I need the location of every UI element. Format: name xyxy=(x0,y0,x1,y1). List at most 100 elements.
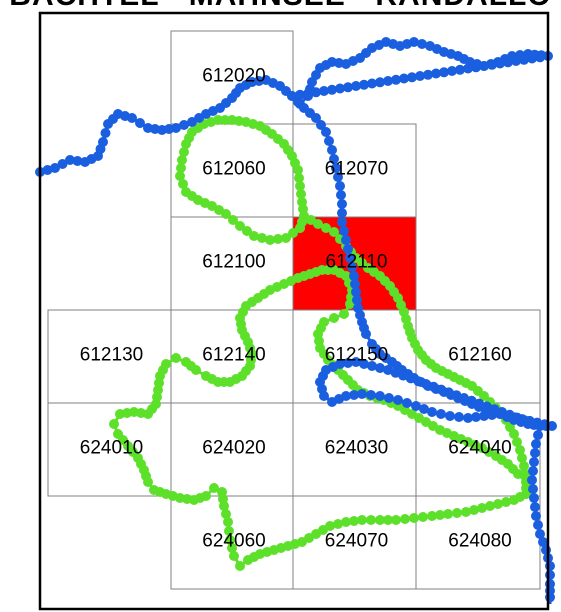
green-track-point xyxy=(235,561,245,571)
tile-label-624040: 624040 xyxy=(448,438,511,459)
tile-label-624030: 624030 xyxy=(325,438,388,459)
green-track-point xyxy=(357,515,367,525)
blue-track-point xyxy=(98,137,108,147)
green-track-point xyxy=(520,469,530,479)
blue-track-point xyxy=(421,379,431,389)
blue-track-point xyxy=(343,82,353,93)
blue-track-point xyxy=(359,79,369,90)
green-track-point xyxy=(223,517,233,527)
green-track-point xyxy=(519,461,529,471)
map-frame xyxy=(38,11,550,611)
blue-track-point xyxy=(337,217,347,227)
blue-track-point xyxy=(399,73,409,84)
tile-label-612150: 612150 xyxy=(325,345,388,366)
blue-track-point xyxy=(327,145,337,155)
blue-track-point xyxy=(443,387,454,398)
blue-track-point xyxy=(390,367,401,378)
blue-track-point xyxy=(333,172,343,182)
tile-label-612060: 612060 xyxy=(202,159,265,180)
blue-track-point xyxy=(481,401,492,412)
blue-track-point xyxy=(545,570,555,580)
blue-track-point xyxy=(311,87,321,98)
blue-track-point xyxy=(375,363,385,373)
green-track-point xyxy=(513,469,523,479)
blue-track-point xyxy=(528,484,538,494)
green-track-point xyxy=(243,555,253,565)
blue-track-point xyxy=(519,54,529,65)
green-track-point xyxy=(418,512,428,522)
blue-track-point xyxy=(303,88,313,99)
green-track-point xyxy=(295,181,305,191)
blue-track-point xyxy=(436,409,446,419)
blue-track-point xyxy=(487,59,497,70)
green-track-point xyxy=(493,499,503,509)
green-track-point xyxy=(113,429,123,439)
blue-track-point xyxy=(474,398,485,409)
tile-label-612140: 612140 xyxy=(202,345,265,366)
blue-track-point xyxy=(439,67,449,78)
green-track-point xyxy=(227,543,237,553)
blue-track-point xyxy=(391,74,401,85)
blue-track-point xyxy=(319,86,329,96)
blue-track-point xyxy=(423,69,433,80)
blue-track-point xyxy=(375,77,385,88)
green-track-point xyxy=(217,487,227,497)
blue-track-point xyxy=(466,395,477,406)
blue-track-point xyxy=(321,127,331,137)
blue-track-point xyxy=(311,113,321,123)
green-track-point xyxy=(517,453,527,463)
blue-track-point xyxy=(393,395,403,405)
green-track-point xyxy=(461,507,471,517)
green-track-point xyxy=(349,516,359,526)
green-track-point xyxy=(273,234,283,244)
blue-track-point xyxy=(447,66,457,76)
green-track-point xyxy=(149,485,159,495)
green-track-point xyxy=(321,223,331,233)
blue-track-point xyxy=(531,511,541,521)
tile-label-624010: 624010 xyxy=(80,438,143,459)
blue-track-point xyxy=(530,502,540,512)
blue-track-point xyxy=(171,123,181,133)
green-track-point xyxy=(225,535,235,545)
blue-track-point xyxy=(529,457,539,467)
blue-track-line xyxy=(39,40,554,604)
blue-track-point xyxy=(327,397,337,407)
blue-track-point xyxy=(383,76,393,86)
blue-track-point xyxy=(324,136,334,146)
blue-track-point xyxy=(349,390,359,400)
blue-track-point xyxy=(527,475,537,485)
blue-track-point xyxy=(331,163,341,173)
green-track-point xyxy=(313,219,323,229)
green-track-point xyxy=(339,309,349,319)
blue-track-point xyxy=(337,208,347,218)
green-track-point xyxy=(333,519,343,529)
blue-track-point xyxy=(347,262,357,272)
green-track-point xyxy=(228,215,238,225)
blue-track-point xyxy=(352,295,362,305)
blue-track-point xyxy=(135,118,145,128)
green-track-point xyxy=(177,155,187,165)
blue-track-point xyxy=(415,71,425,81)
green-track-point xyxy=(427,511,437,521)
blue-track-point xyxy=(495,58,505,69)
blue-track-point xyxy=(367,361,377,371)
green-track-point xyxy=(366,515,376,525)
green-track xyxy=(109,115,531,571)
blue-track-point xyxy=(375,391,385,401)
blue-track-point xyxy=(337,199,347,209)
blue-track-point xyxy=(316,120,326,130)
blue-track-point xyxy=(351,81,361,91)
tile-label-612070: 612070 xyxy=(325,159,388,180)
blue-track-point xyxy=(503,57,513,68)
blue-track-point xyxy=(454,412,464,422)
tile-label-612110: 612110 xyxy=(326,252,388,273)
blue-track-point xyxy=(65,155,75,165)
green-track-point xyxy=(293,165,303,175)
green-track-point xyxy=(477,503,487,513)
blue-track-point xyxy=(351,357,361,367)
green-track-point xyxy=(452,508,462,518)
green-track-point xyxy=(257,233,267,243)
blue-track-point xyxy=(335,359,345,369)
green-track-point xyxy=(224,526,234,536)
blue-track-point xyxy=(327,84,337,95)
